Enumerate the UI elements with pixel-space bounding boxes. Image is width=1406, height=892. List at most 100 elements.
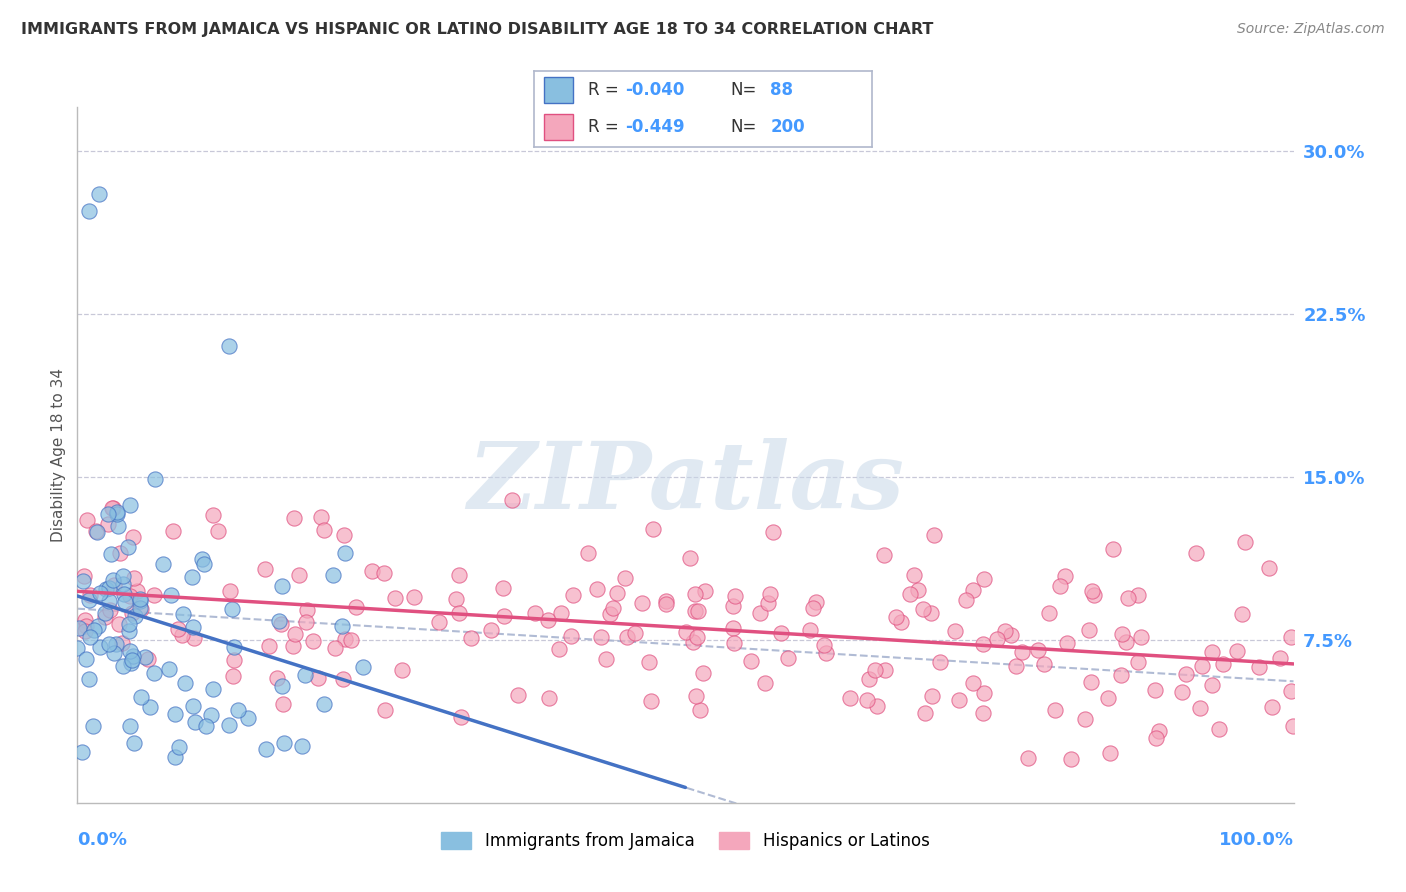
Point xyxy=(98,602,121,616)
Point xyxy=(973,572,995,586)
Point xyxy=(450,709,472,723)
Point xyxy=(1130,630,1153,644)
Point xyxy=(224,640,246,654)
Point xyxy=(1000,628,1022,642)
Point xyxy=(218,339,240,353)
Point xyxy=(75,651,97,665)
Text: -0.449: -0.449 xyxy=(626,118,685,136)
Point xyxy=(682,635,704,649)
Point xyxy=(884,610,907,624)
Point xyxy=(75,619,97,633)
Point xyxy=(606,586,628,600)
Point xyxy=(344,599,367,614)
Point xyxy=(1147,723,1170,738)
FancyBboxPatch shape xyxy=(544,114,574,140)
Point xyxy=(962,676,984,690)
Point xyxy=(865,663,887,677)
Point xyxy=(129,690,152,704)
Point xyxy=(776,651,799,665)
Point xyxy=(121,652,143,666)
Point xyxy=(79,593,101,607)
Point xyxy=(501,492,523,507)
Point xyxy=(1174,667,1197,681)
Point xyxy=(801,601,824,615)
Point xyxy=(162,524,184,538)
Point xyxy=(97,637,120,651)
Point xyxy=(314,698,336,712)
Point xyxy=(103,647,125,661)
Point xyxy=(183,631,205,645)
Point xyxy=(444,591,467,606)
Point xyxy=(87,619,110,633)
Point xyxy=(224,653,246,667)
Point xyxy=(754,676,776,690)
Point xyxy=(120,719,142,733)
Point xyxy=(270,616,292,631)
Point xyxy=(675,625,697,640)
Point xyxy=(1189,701,1212,715)
Point xyxy=(301,634,323,648)
Point xyxy=(114,595,136,609)
Point xyxy=(602,601,624,615)
Point xyxy=(1005,658,1028,673)
Point xyxy=(1281,719,1303,733)
Point xyxy=(550,606,572,620)
Point xyxy=(524,606,547,620)
Point xyxy=(955,592,977,607)
Text: R =: R = xyxy=(588,118,624,136)
Point xyxy=(79,631,101,645)
Point xyxy=(172,628,194,642)
Point xyxy=(814,647,837,661)
Point xyxy=(287,567,309,582)
Point xyxy=(340,633,363,648)
Point xyxy=(1111,668,1133,682)
Point xyxy=(911,602,934,616)
Point xyxy=(73,624,96,638)
Point xyxy=(1233,534,1256,549)
Point xyxy=(105,505,128,519)
Point xyxy=(928,655,950,669)
Point xyxy=(124,608,146,623)
Point xyxy=(297,603,319,617)
Point xyxy=(100,547,122,561)
Point xyxy=(560,629,582,643)
Point xyxy=(898,587,921,601)
Point xyxy=(1017,751,1039,765)
Point xyxy=(1074,712,1097,726)
Point xyxy=(98,582,121,596)
Text: IMMIGRANTS FROM JAMAICA VS HISPANIC OR LATINO DISABILITY AGE 18 TO 34 CORRELATIO: IMMIGRANTS FROM JAMAICA VS HISPANIC OR L… xyxy=(21,22,934,37)
Point xyxy=(692,666,714,681)
Point xyxy=(142,588,165,602)
Y-axis label: Disability Age 18 to 34: Disability Age 18 to 34 xyxy=(51,368,66,542)
Point xyxy=(142,665,165,680)
Point xyxy=(167,739,190,754)
Point xyxy=(856,693,879,707)
Point xyxy=(1115,634,1137,648)
Text: -0.040: -0.040 xyxy=(626,81,685,99)
Point xyxy=(858,672,880,686)
Point xyxy=(101,501,124,516)
Point xyxy=(686,604,709,618)
Point xyxy=(138,700,160,714)
Point xyxy=(145,472,167,486)
Point xyxy=(576,546,599,560)
Point xyxy=(1279,684,1302,698)
Point xyxy=(202,508,225,523)
Point xyxy=(921,690,943,704)
Point xyxy=(200,707,222,722)
Point xyxy=(172,607,194,621)
Point xyxy=(352,660,374,674)
Point xyxy=(307,671,329,685)
Point xyxy=(66,641,89,656)
Point xyxy=(107,519,129,533)
Point xyxy=(1060,752,1083,766)
Point xyxy=(73,569,96,583)
Point xyxy=(165,707,187,722)
Point xyxy=(624,626,647,640)
Point xyxy=(986,632,1008,646)
Point xyxy=(181,698,204,713)
Text: 88: 88 xyxy=(770,81,793,99)
Point xyxy=(1247,660,1270,674)
Point xyxy=(506,689,529,703)
Point xyxy=(122,571,145,585)
